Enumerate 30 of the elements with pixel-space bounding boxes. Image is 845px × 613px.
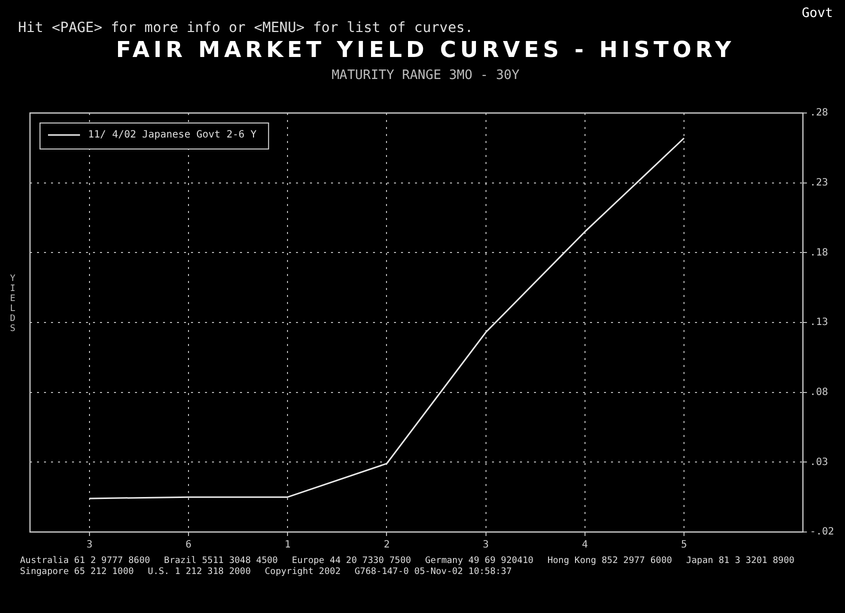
x-tick-label: 1 bbox=[284, 540, 291, 551]
legend-label: 11/ 4/02 Japanese Govt 2-6 Y bbox=[88, 130, 257, 141]
x-tick-label: 2 bbox=[384, 540, 390, 551]
x-tick-label: 3 bbox=[86, 540, 92, 551]
text: Govt bbox=[802, 6, 833, 21]
text: Germany 49 69 920410 bbox=[425, 556, 534, 567]
y-tick-label: -.02 bbox=[810, 526, 834, 538]
text: Brazil 5511 3048 4500 bbox=[164, 556, 278, 567]
text: Japan 81 3 3201 8900 bbox=[686, 556, 794, 567]
y-tick-label: .18 bbox=[810, 247, 828, 258]
text: Australia 61 2 9777 8600 bbox=[20, 556, 150, 567]
y-tick-label: .13 bbox=[810, 317, 828, 328]
text: Europe 44 20 7330 7500 bbox=[292, 556, 412, 567]
chart-subtitle: MATURITY RANGE 3MO - 30Y bbox=[330, 68, 520, 83]
y-tick-label: .03 bbox=[810, 456, 828, 468]
y-tick-label: .08 bbox=[810, 386, 828, 398]
text: U.S. 1 212 318 2000 bbox=[148, 567, 251, 578]
x-tick-label: 4 bbox=[582, 540, 588, 551]
text: Singapore 65 212 1000 bbox=[20, 567, 134, 578]
y-tick-label: .23 bbox=[810, 177, 828, 188]
y-axis-title: YIELDS bbox=[10, 274, 16, 334]
x-tick-label: 3 bbox=[482, 540, 489, 551]
x-tick-label: 5 bbox=[680, 540, 688, 551]
text: Hong Kong 852 2977 6000 bbox=[547, 556, 672, 567]
chart-title: FAIR MARKET YIELD CURVES - HISTORY bbox=[114, 38, 736, 63]
y-tick-label: .28 bbox=[810, 108, 828, 119]
text: G768-147-0 05-Nov-02 10:58:37 bbox=[354, 567, 512, 578]
text: Hit <PAGE> for more info or <MENU> for list of curves. bbox=[18, 20, 474, 36]
x-tick-label: 6 bbox=[186, 540, 192, 551]
text: Copyright 2002 bbox=[264, 567, 341, 578]
